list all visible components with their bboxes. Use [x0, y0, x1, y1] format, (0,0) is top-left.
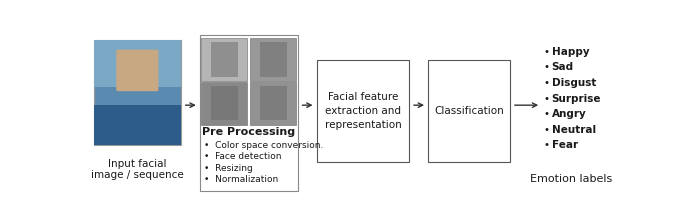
FancyBboxPatch shape	[94, 40, 181, 145]
Text: Input facial
image / sequence: Input facial image / sequence	[91, 159, 184, 180]
Text: Surprise: Surprise	[551, 94, 601, 104]
FancyBboxPatch shape	[428, 60, 510, 162]
Text: •: •	[543, 78, 549, 88]
FancyBboxPatch shape	[251, 82, 297, 125]
Text: Sad: Sad	[551, 62, 574, 72]
FancyBboxPatch shape	[201, 38, 247, 81]
Text: Happy: Happy	[551, 47, 589, 57]
Text: Pre Processing: Pre Processing	[203, 127, 295, 137]
FancyBboxPatch shape	[201, 82, 247, 125]
FancyBboxPatch shape	[260, 86, 287, 120]
FancyBboxPatch shape	[116, 50, 158, 91]
Text: Disgust: Disgust	[551, 78, 596, 88]
FancyBboxPatch shape	[210, 42, 238, 77]
Text: Angry: Angry	[551, 109, 586, 119]
FancyBboxPatch shape	[260, 42, 287, 77]
Text: Emotion labels: Emotion labels	[530, 174, 612, 184]
Text: •: •	[543, 47, 549, 57]
FancyBboxPatch shape	[94, 40, 181, 87]
Text: •  Resizing: • Resizing	[204, 163, 253, 172]
Text: •  Face detection: • Face detection	[204, 152, 282, 161]
FancyBboxPatch shape	[316, 60, 410, 162]
Text: Classification: Classification	[434, 106, 504, 116]
Text: •: •	[543, 140, 549, 150]
Text: •  Color space conversion.: • Color space conversion.	[204, 141, 323, 150]
Text: Facial feature
extraction and
representation: Facial feature extraction and representa…	[325, 92, 401, 130]
FancyBboxPatch shape	[210, 86, 238, 120]
Text: Fear: Fear	[551, 140, 578, 150]
Text: •: •	[543, 125, 549, 135]
Text: •  Normalization: • Normalization	[204, 175, 278, 184]
Text: Neutral: Neutral	[551, 125, 596, 135]
FancyBboxPatch shape	[94, 105, 181, 145]
Text: •: •	[543, 94, 549, 104]
FancyBboxPatch shape	[251, 38, 297, 81]
FancyBboxPatch shape	[200, 35, 298, 191]
Text: •: •	[543, 109, 549, 119]
Text: •: •	[543, 62, 549, 72]
